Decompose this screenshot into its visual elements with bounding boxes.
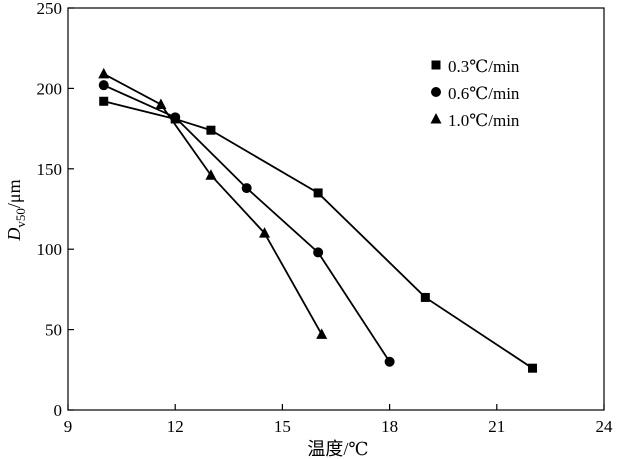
y-tick-label: 250 bbox=[37, 0, 63, 18]
data-point-series-2 bbox=[98, 80, 109, 91]
x-axis-label: 温度/℃ bbox=[307, 439, 368, 459]
y-tick-label: 100 bbox=[37, 240, 63, 259]
y-axis-label-unit: /μm bbox=[4, 179, 24, 208]
data-point-series-2 bbox=[313, 247, 324, 258]
legend-marker-1 bbox=[431, 60, 441, 70]
data-point-series-3 bbox=[155, 98, 167, 109]
x-tick-label: 18 bbox=[381, 417, 398, 436]
y-tick-label: 50 bbox=[45, 321, 62, 340]
x-tick-label: 24 bbox=[596, 417, 614, 436]
plot-area-frame bbox=[67, 7, 605, 411]
legend-marker-2 bbox=[431, 87, 441, 97]
data-point-series-2 bbox=[384, 356, 395, 367]
data-point-series-1 bbox=[313, 188, 323, 198]
legend-label-3: 1.0℃/min bbox=[448, 111, 520, 130]
series-line-2 bbox=[103, 84, 391, 363]
data-point-series-3 bbox=[98, 67, 110, 79]
data-point-series-2 bbox=[241, 183, 252, 194]
x-tick-label: 15 bbox=[274, 417, 291, 436]
data-point-series-1 bbox=[206, 125, 216, 135]
y-axis-label-subscript: v50 bbox=[13, 208, 28, 228]
data-point-series-1 bbox=[420, 292, 430, 302]
y-axis-label-symbol: D bbox=[4, 228, 24, 242]
legend-label-2: 0.6℃/min bbox=[448, 84, 520, 103]
series-markers bbox=[98, 67, 538, 373]
data-point-series-2 bbox=[170, 112, 181, 123]
x-tick-label: 21 bbox=[488, 417, 505, 436]
y-tick-label: 0 bbox=[54, 401, 63, 420]
y-axis-label: Dv50/μm bbox=[4, 179, 28, 241]
axis-ticks: 9 12 15 18 21 24 0 50 100 150 200 250 bbox=[37, 0, 614, 436]
series-line-1 bbox=[103, 100, 534, 369]
data-point-series-3 bbox=[259, 227, 271, 238]
data-point-series-3 bbox=[205, 169, 217, 180]
x-tick-label: 9 bbox=[64, 417, 73, 436]
legend: 0.3℃/min 0.6℃/min 1.0℃/min bbox=[430, 57, 520, 130]
y-tick-label: 200 bbox=[37, 79, 63, 98]
data-point-series-3 bbox=[316, 328, 328, 339]
y-tick-label: 150 bbox=[37, 160, 63, 179]
legend-label-1: 0.3℃/min bbox=[448, 57, 520, 76]
legend-marker-3 bbox=[430, 113, 442, 124]
data-point-series-1 bbox=[99, 96, 109, 106]
data-point-series-1 bbox=[528, 363, 538, 373]
x-tick-label: 12 bbox=[167, 417, 184, 436]
series-line-3 bbox=[103, 73, 323, 335]
